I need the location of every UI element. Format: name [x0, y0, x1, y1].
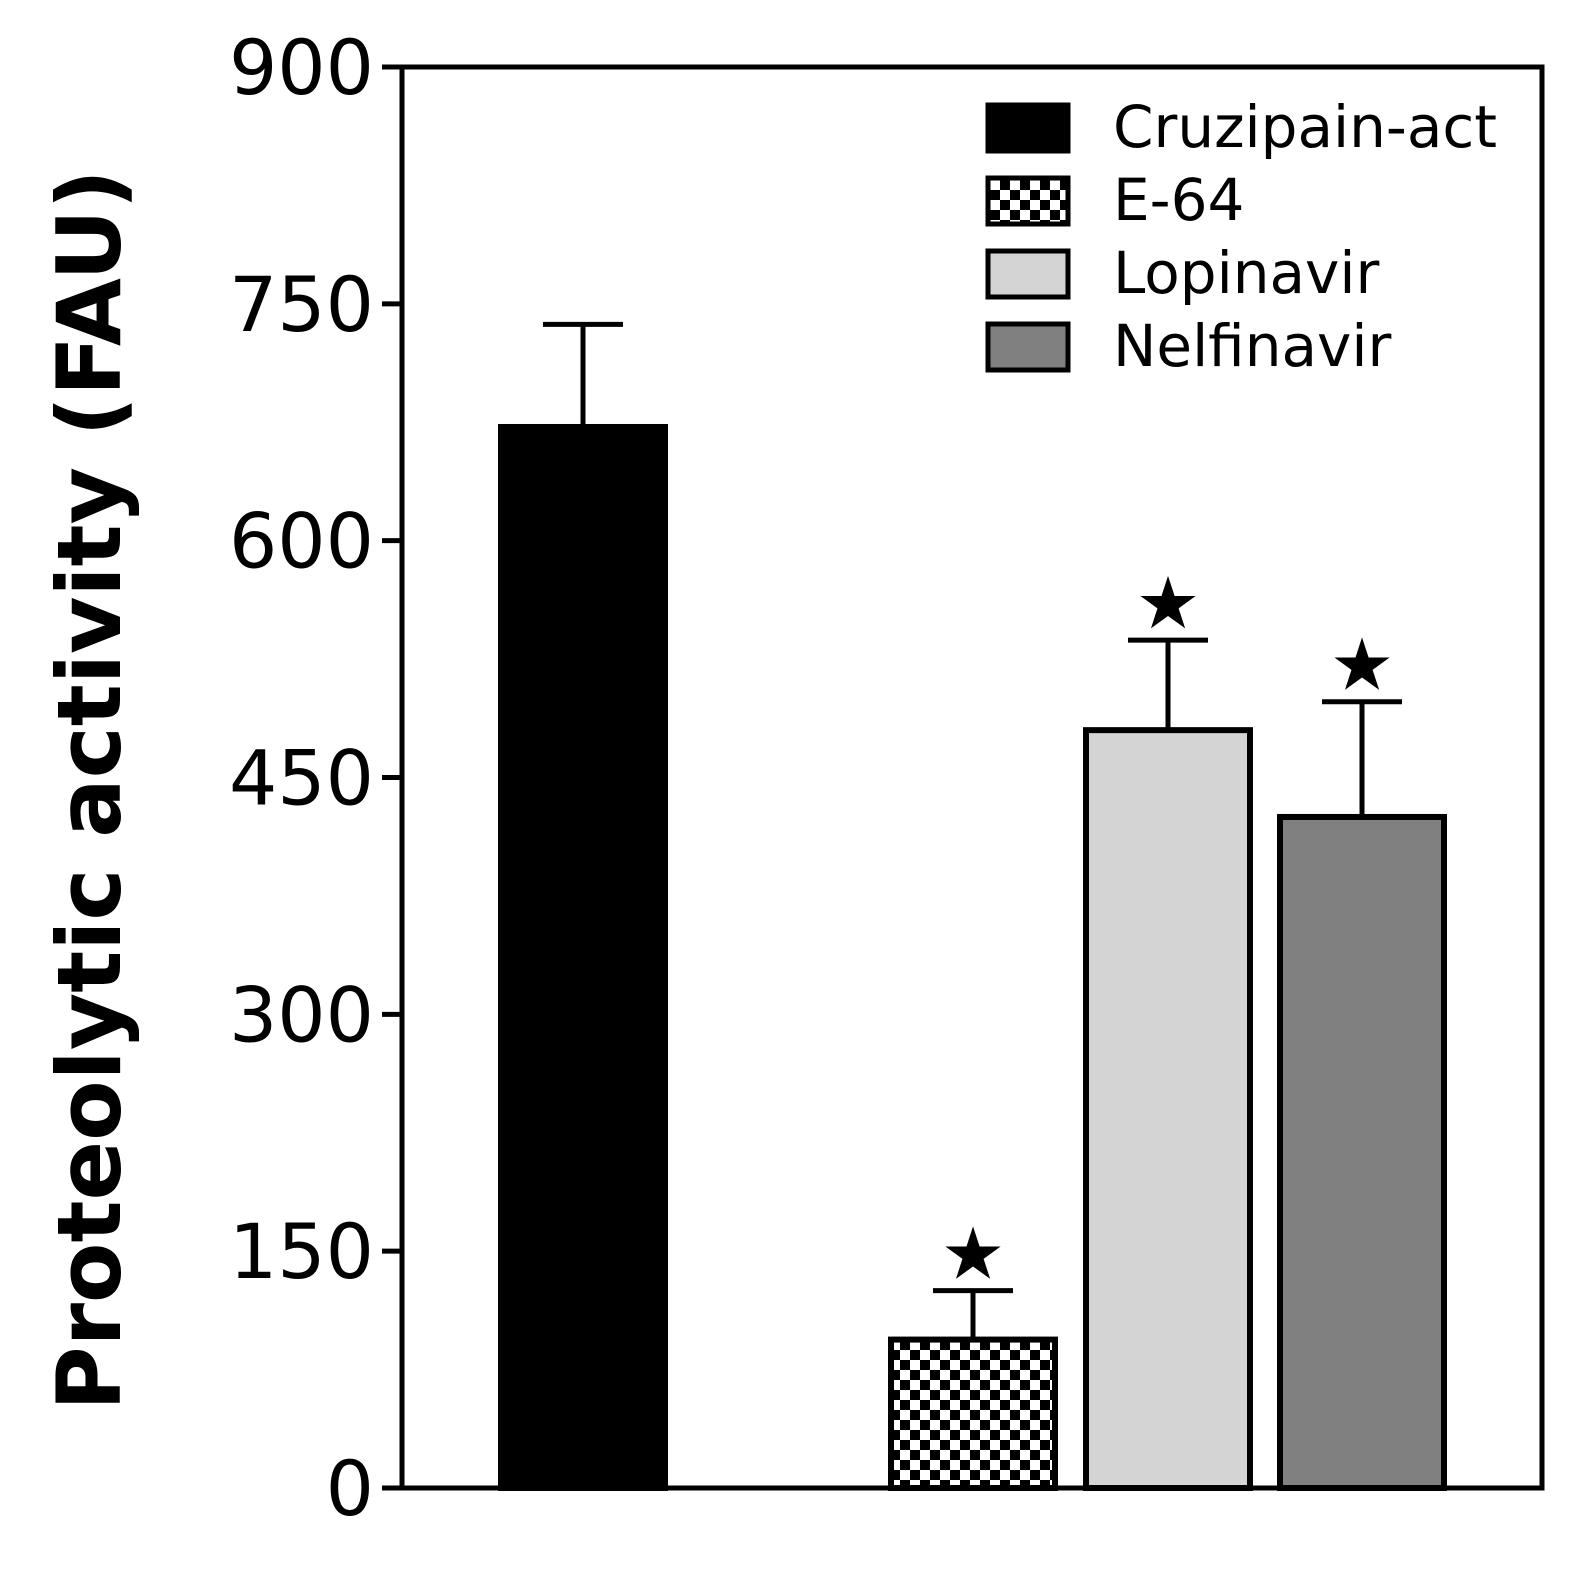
bar-lopinavir: [1083, 727, 1253, 1491]
significance-markers: ★ ★ ★: [941, 561, 1395, 1296]
y-axis-ticks: 0 150 300 450 600 750 900: [229, 23, 402, 1533]
y-tick-label: 0: [326, 1444, 374, 1533]
legend-swatch: [985, 175, 1071, 227]
significance-star-icon: ★: [941, 1212, 1006, 1296]
legend-swatch: [985, 102, 1071, 154]
significance-star-icon: ★: [1136, 561, 1201, 645]
legend-swatch: [985, 248, 1071, 300]
y-tick-label: 600: [229, 497, 374, 586]
legend-label: E-64: [1113, 166, 1244, 234]
y-tick-label: 450: [229, 734, 374, 823]
legend-label: Lopinavir: [1113, 239, 1379, 307]
legend-swatch: [985, 321, 1071, 373]
bar-e-64: [888, 1336, 1058, 1492]
bar-nelfinavir: [1277, 813, 1447, 1491]
bar-cruzipain-act: [498, 423, 668, 1491]
y-tick-label: 150: [229, 1207, 374, 1296]
legend-label: Cruzipain-act: [1113, 93, 1497, 161]
y-tick-label: 300: [229, 970, 374, 1059]
y-axis-label: Proteolytic activity (FAU): [38, 169, 141, 1411]
y-tick-label: 750: [229, 260, 374, 349]
legend-label: Nelfinavir: [1113, 312, 1391, 380]
plot-frame: [399, 64, 1545, 1491]
y-tick-label: 900: [229, 23, 374, 112]
significance-star-icon: ★: [1330, 623, 1395, 707]
error-bars: [543, 321, 1402, 1340]
